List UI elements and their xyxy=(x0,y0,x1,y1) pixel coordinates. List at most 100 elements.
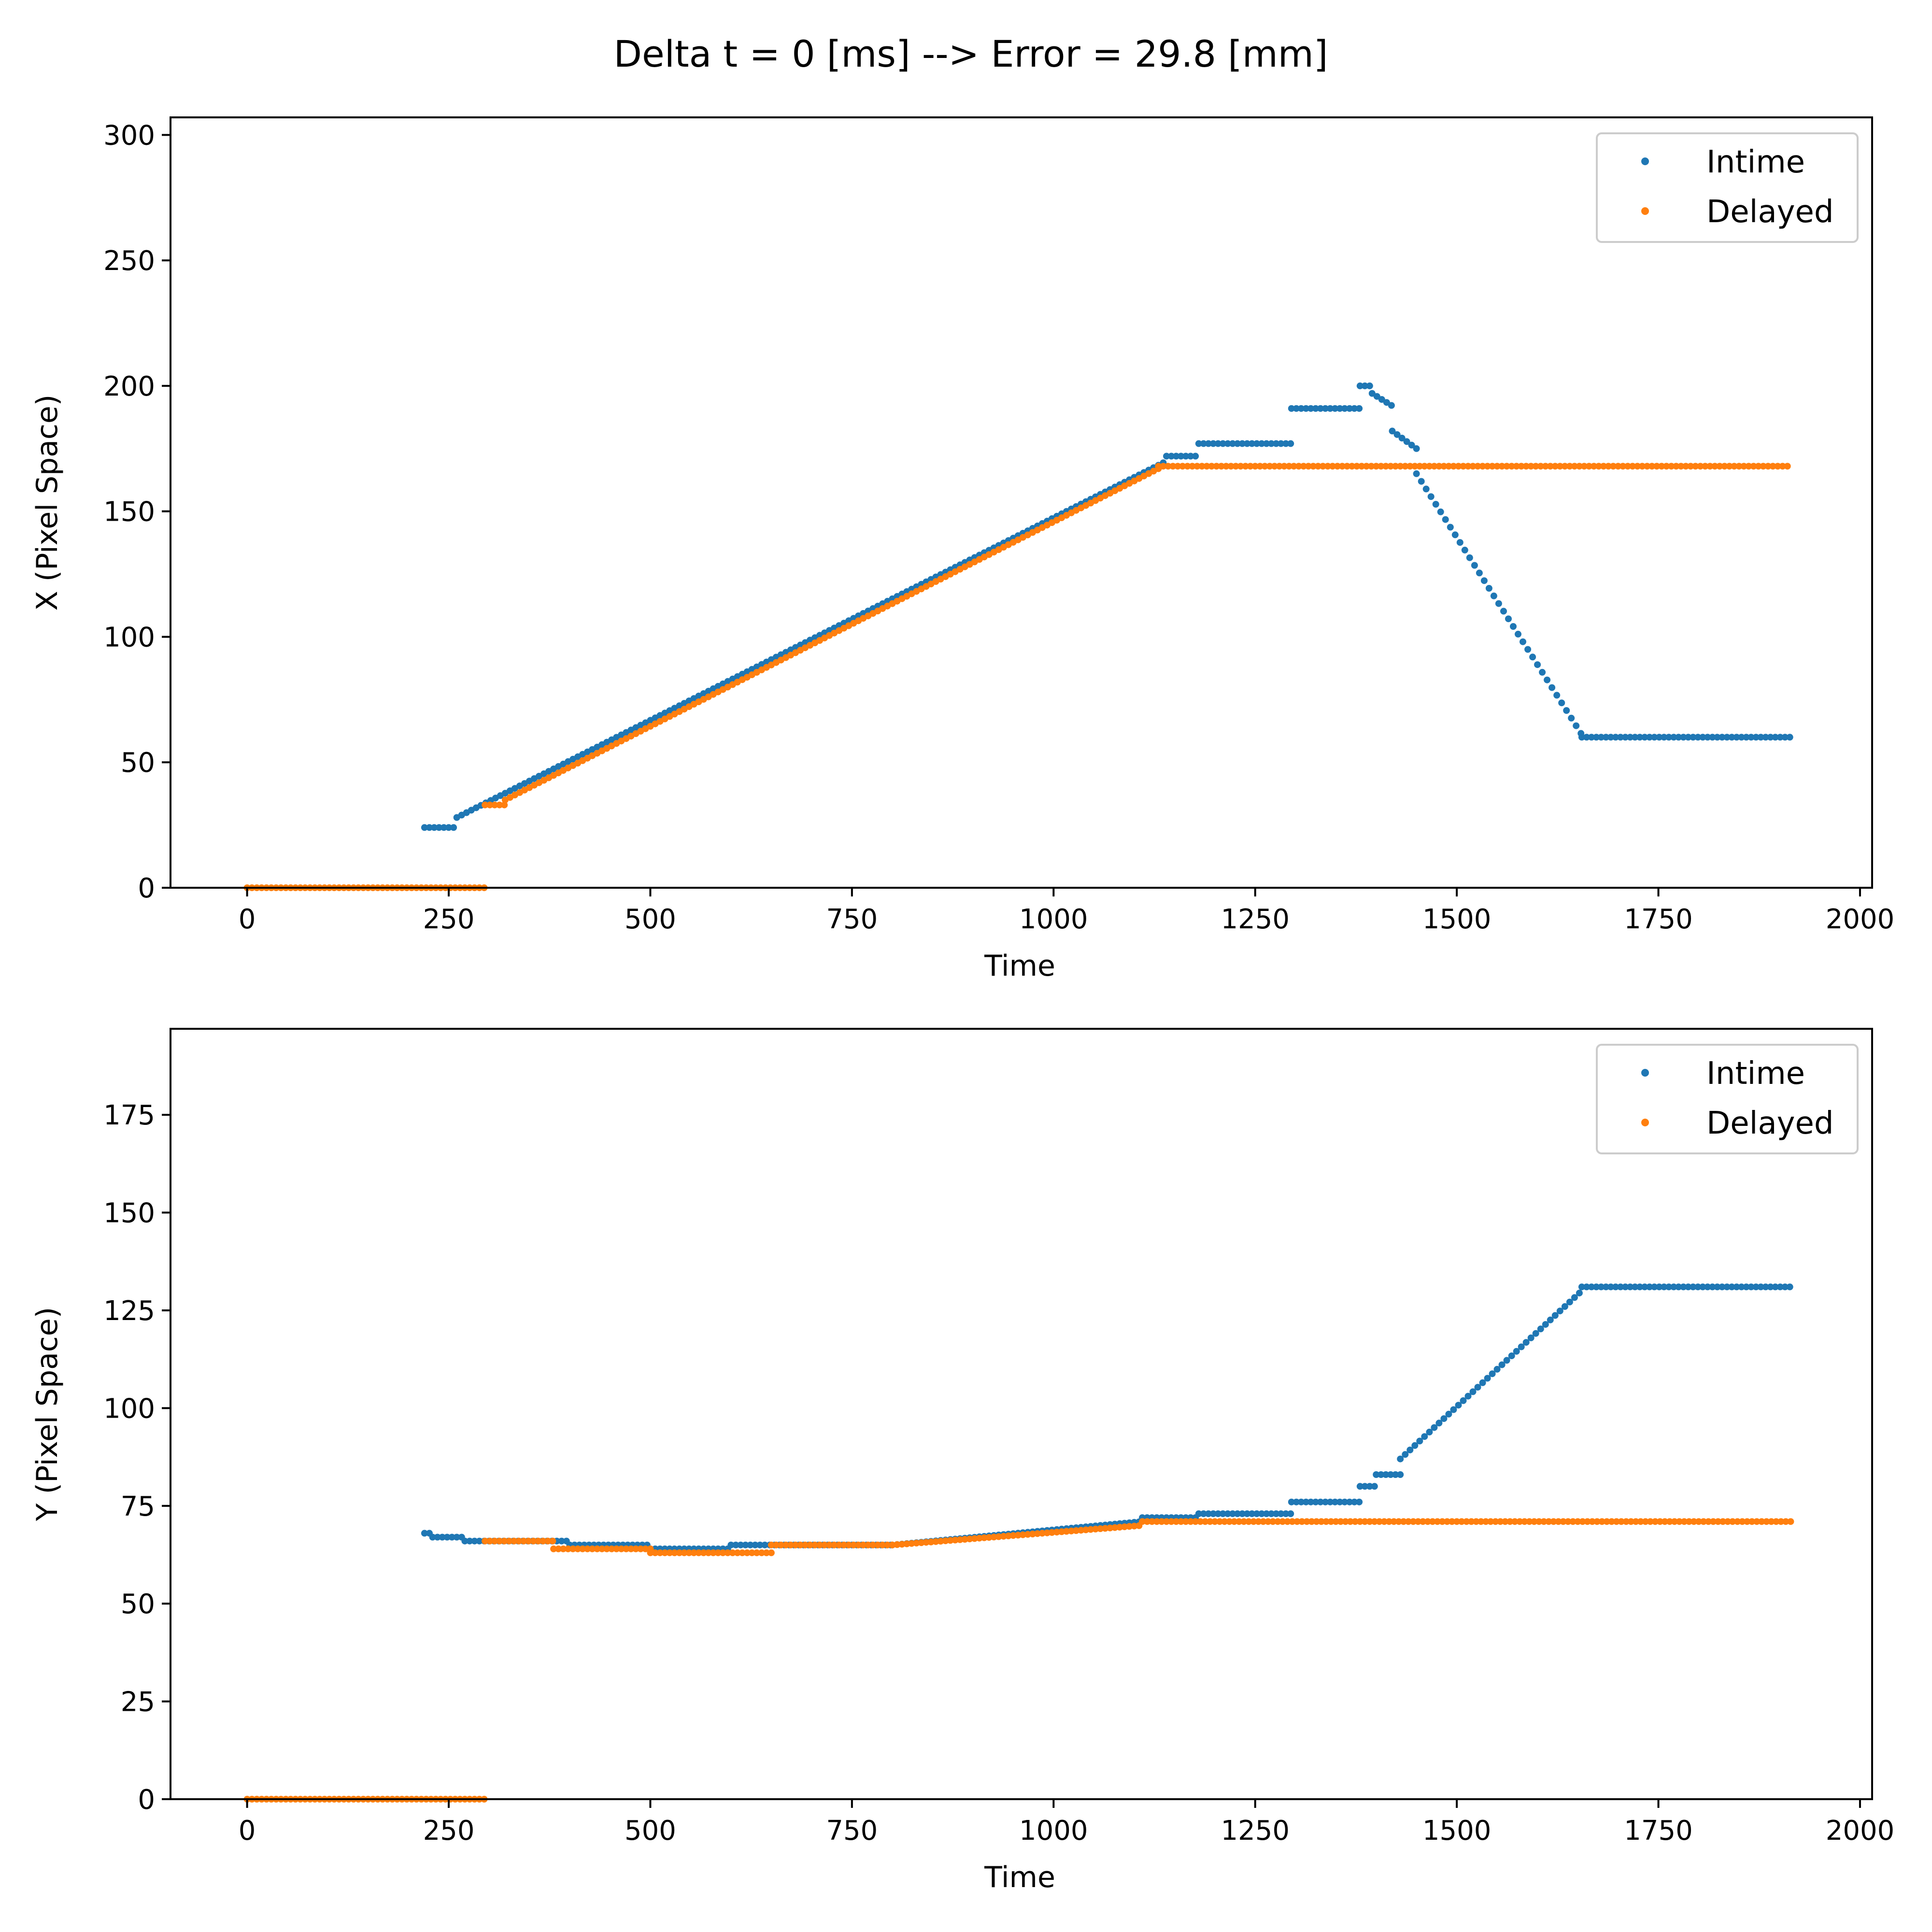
series-delayed xyxy=(243,463,1791,891)
data-point xyxy=(565,1545,572,1552)
y-axis-label: Y (Pixel Space) xyxy=(30,1307,64,1521)
data-point xyxy=(1651,734,1658,741)
data-point xyxy=(1389,427,1396,435)
data-point xyxy=(511,1537,518,1545)
data-point xyxy=(1632,734,1639,741)
data-point xyxy=(1318,1518,1325,1525)
data-point xyxy=(1149,1518,1155,1525)
x-tick-label: 500 xyxy=(625,1815,676,1847)
data-point xyxy=(1777,1518,1785,1525)
data-point xyxy=(1239,1510,1246,1517)
data-point xyxy=(520,1537,527,1545)
data-point xyxy=(1200,440,1207,447)
plot-frame xyxy=(170,1028,1873,1800)
data-point xyxy=(1738,1283,1745,1291)
legend-marker xyxy=(1641,207,1649,215)
data-point xyxy=(1255,1518,1262,1525)
data-point xyxy=(1293,405,1300,412)
data-point xyxy=(1068,1527,1075,1534)
data-point xyxy=(1464,1392,1472,1400)
data-point xyxy=(1739,1518,1746,1525)
data-point xyxy=(1173,453,1180,460)
data-point xyxy=(719,1549,726,1556)
data-point xyxy=(1380,1518,1388,1525)
data-point xyxy=(1537,463,1544,470)
data-point xyxy=(1776,1283,1784,1291)
data-point xyxy=(1644,463,1651,470)
legend-marker xyxy=(1641,1119,1649,1126)
data-point xyxy=(1598,734,1605,741)
data-point xyxy=(1687,463,1694,470)
data-point xyxy=(1439,1518,1446,1525)
data-point xyxy=(1489,463,1496,470)
data-point xyxy=(1268,440,1275,447)
data-point xyxy=(1278,440,1285,447)
y-tick-label: 200 xyxy=(103,371,155,402)
data-point xyxy=(1593,1518,1601,1525)
data-point xyxy=(1571,463,1578,470)
y-position-chart: 0 250 500 750 1000 1250 1500 1750 2000 0 25 50 75 100… xyxy=(30,1028,1894,1894)
data-point xyxy=(1366,1518,1373,1525)
data-point xyxy=(1556,463,1563,470)
data-point xyxy=(1719,1518,1727,1525)
data-point xyxy=(1658,463,1665,470)
x-tick-label: 1000 xyxy=(1019,904,1088,935)
data-point xyxy=(1411,1442,1419,1449)
data-point xyxy=(1661,1283,1668,1291)
data-point xyxy=(1431,463,1438,470)
data-point xyxy=(1073,1527,1080,1534)
y-tick-label: 100 xyxy=(103,622,155,653)
data-point xyxy=(1738,734,1745,741)
data-point xyxy=(1390,1518,1397,1525)
data-point xyxy=(1421,463,1428,470)
data-point xyxy=(453,1534,460,1541)
data-point xyxy=(574,1545,582,1552)
data-point xyxy=(1676,1518,1683,1525)
data-point xyxy=(1373,1471,1380,1478)
data-point xyxy=(1574,1518,1581,1525)
data-point xyxy=(1263,440,1270,447)
data-point xyxy=(1762,734,1769,741)
data-point xyxy=(1440,1415,1448,1422)
data-point xyxy=(676,1549,683,1556)
x-axis-label: Time xyxy=(984,949,1055,983)
x-tick-label: 1250 xyxy=(1221,904,1290,935)
data-point xyxy=(705,1549,712,1556)
data-point xyxy=(1336,405,1343,412)
data-point xyxy=(1607,1283,1614,1291)
y-tick-label: 50 xyxy=(121,1589,155,1620)
data-point xyxy=(1719,734,1726,741)
data-point xyxy=(1169,463,1177,470)
data-point xyxy=(1242,463,1249,470)
data-point xyxy=(1636,1283,1644,1291)
data-point xyxy=(1245,1518,1252,1525)
data-point xyxy=(1535,1518,1543,1525)
data-point xyxy=(1263,1510,1270,1517)
data-point xyxy=(1668,463,1675,470)
data-point xyxy=(1607,734,1614,741)
x-tick-label: 1500 xyxy=(1422,1815,1492,1847)
data-point xyxy=(1653,463,1661,470)
data-point xyxy=(1490,592,1497,599)
data-point xyxy=(1619,463,1627,470)
data-point xyxy=(1327,1518,1335,1525)
y-axis-label: X (Pixel Space) xyxy=(30,395,64,611)
data-point xyxy=(1366,382,1373,389)
data-point xyxy=(1249,1510,1255,1517)
data-point xyxy=(1282,440,1290,447)
data-point xyxy=(1705,1518,1712,1525)
data-point xyxy=(1580,463,1588,470)
y-tick-label: 0 xyxy=(138,1784,155,1816)
data-point xyxy=(1748,1518,1756,1525)
legend: Intime Delayed xyxy=(1596,132,1859,243)
data-point xyxy=(1505,615,1512,623)
data-point xyxy=(1346,405,1353,412)
x-tick-label: 750 xyxy=(826,1815,878,1847)
data-point xyxy=(971,1535,978,1542)
data-point xyxy=(700,1549,707,1556)
data-point xyxy=(1410,1518,1417,1525)
data-point xyxy=(1102,1525,1109,1532)
data-point xyxy=(656,1549,664,1556)
data-point xyxy=(1043,1529,1051,1536)
data-point xyxy=(1555,1518,1562,1525)
